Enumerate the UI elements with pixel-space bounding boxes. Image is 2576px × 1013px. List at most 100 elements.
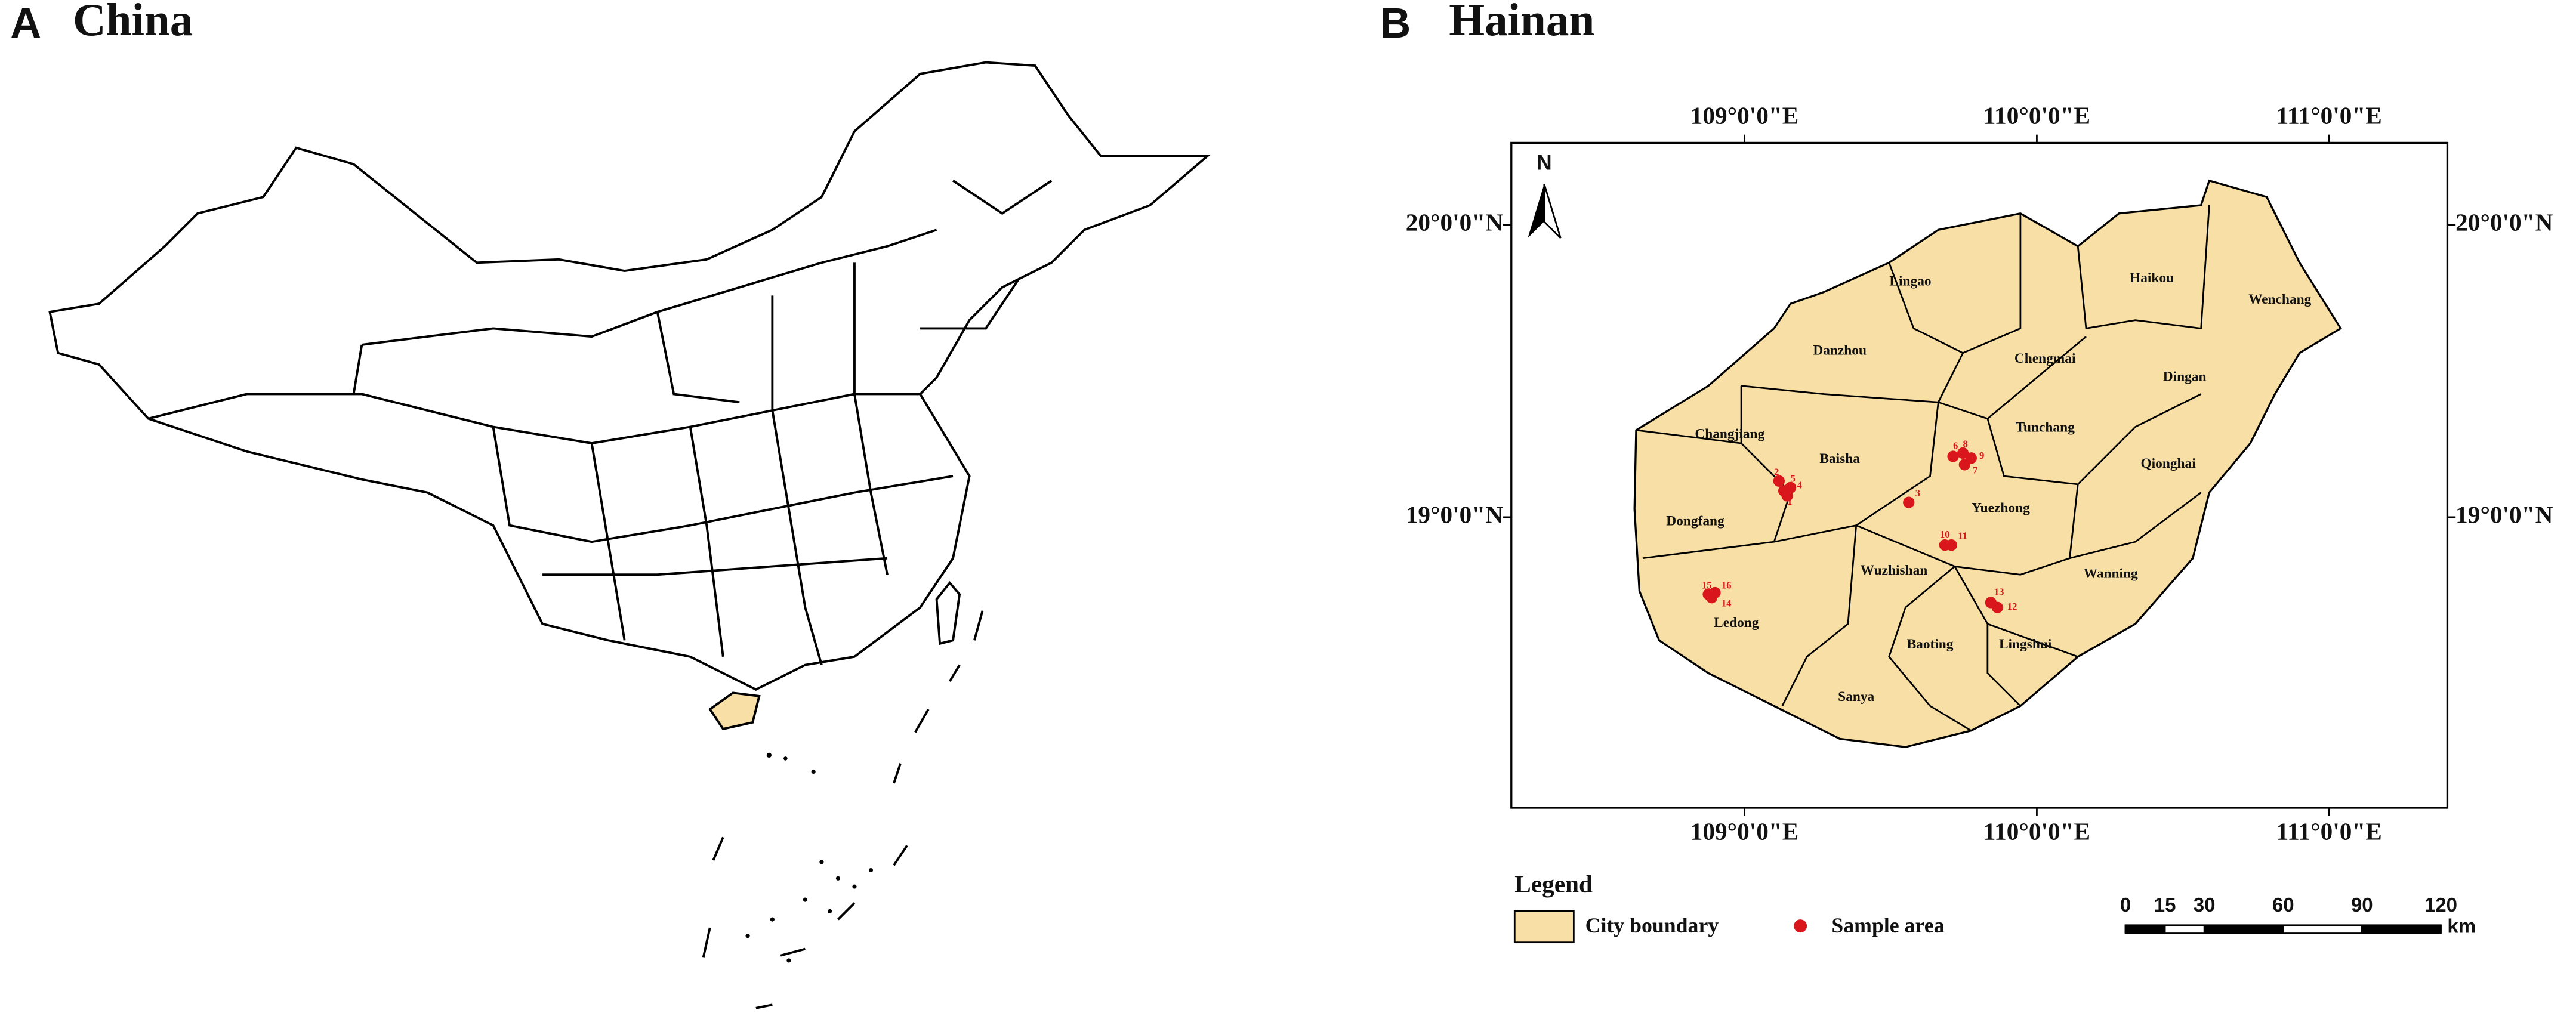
island	[745, 934, 750, 938]
city-label: Wenchang	[2248, 292, 2312, 307]
lat-label: 20°0'0"N	[2455, 208, 2553, 236]
island	[803, 897, 807, 902]
panel-title: China	[73, 0, 193, 45]
north-arrow: N	[1528, 151, 1562, 239]
island	[783, 756, 788, 761]
north-label: N	[1537, 151, 1552, 175]
province-line	[362, 228, 937, 346]
city-line	[1987, 623, 2078, 658]
lon-label: 110°0'0"E	[1983, 102, 2090, 129]
city-line	[2069, 492, 2202, 560]
city-line	[2077, 205, 2210, 330]
scale-tick-label: 90	[2351, 894, 2373, 916]
province-line	[952, 180, 1053, 215]
island	[852, 884, 857, 889]
island	[819, 860, 824, 864]
lon-label: 109°0'0"E	[1690, 102, 1799, 129]
city-line	[1888, 566, 1972, 731]
legend-marker	[1794, 919, 1807, 933]
scale-tick-label: 60	[2272, 894, 2294, 916]
scale-tick-label: 0	[2120, 894, 2131, 916]
sample-label: 13	[1994, 586, 2004, 597]
sample-label: 14	[1722, 598, 1732, 609]
island	[811, 769, 816, 774]
city-label: Qionghai	[2140, 456, 2196, 471]
panel-label: A	[10, 0, 41, 47]
sample-label: 4	[1797, 479, 1802, 490]
lat-label: 19°0'0"N	[2455, 501, 2553, 528]
city-label: Ledong	[1714, 615, 1759, 631]
island	[766, 752, 772, 758]
sample-point	[1947, 450, 1959, 462]
province-line	[542, 557, 888, 576]
sample-point	[1965, 452, 1977, 464]
city-boundaries	[1636, 205, 2210, 731]
islands	[745, 752, 874, 963]
province-line	[656, 311, 740, 404]
lat-label: 19°0'0"N	[1406, 501, 1503, 528]
legend-label: City boundary	[1585, 913, 1719, 937]
scale-tick-label: 15	[2154, 894, 2176, 916]
city-label: Lingshui	[1999, 637, 2052, 652]
lon-label: 111°0'0"E	[2276, 102, 2382, 129]
china-outline	[48, 61, 1211, 691]
island	[868, 867, 874, 873]
hainan-island	[1633, 179, 2342, 748]
sample-label: 6	[1953, 440, 1958, 451]
lon-label: 110°0'0"E	[1983, 817, 2090, 845]
city-label: Dongfang	[1666, 514, 1724, 529]
sample-label: 7	[1973, 465, 1977, 476]
scale-bar-segment	[2204, 925, 2284, 934]
sample-point	[1945, 539, 1957, 551]
hainan-small	[708, 691, 761, 731]
sample-label: 12	[2007, 601, 2017, 612]
island	[770, 917, 775, 922]
city-line	[1781, 525, 1858, 706]
sample-label: 16	[1722, 579, 1732, 591]
island	[835, 876, 841, 881]
sample-point	[1903, 496, 1915, 508]
city-label: Changjiang	[1695, 427, 1764, 442]
legend-title: Legend	[1514, 870, 1593, 898]
city-label: Sanya	[1838, 689, 1874, 705]
lon-label: 111°0'0"E	[2276, 817, 2382, 845]
city-line	[1937, 336, 2087, 420]
city-label: Wuzhishan	[1861, 563, 1928, 578]
sample-label: 3	[1915, 487, 1920, 499]
dashed-boundary	[702, 610, 984, 1009]
taiwan	[935, 580, 961, 646]
island	[828, 909, 832, 913]
scale-bar-segment	[2362, 925, 2441, 934]
city-line	[1636, 429, 1792, 542]
panel-label: B	[1380, 0, 1411, 47]
city-label: Wanning	[2084, 566, 2138, 582]
city-line	[1741, 385, 1939, 403]
sample-label: 11	[1958, 530, 1967, 542]
city-label: Baisha	[1819, 451, 1860, 467]
city-line	[1888, 213, 2022, 354]
sample-point	[1985, 597, 1997, 609]
city-label: Dingan	[2163, 369, 2207, 384]
city-label: Haikou	[2130, 270, 2174, 286]
province-line	[689, 427, 724, 657]
city-label: Chengmai	[2014, 351, 2076, 366]
north-arrow-half	[1528, 184, 1544, 239]
sample-label: 8	[1963, 438, 1968, 450]
city-label: Baoting	[1907, 637, 1954, 652]
city-label: Lingao	[1889, 274, 1931, 289]
city-line	[1856, 484, 2079, 576]
north-arrow-half	[1543, 183, 1562, 239]
province-line	[352, 344, 363, 394]
city-label: Yuezhong	[1972, 501, 2030, 516]
sample-label: 9	[1979, 450, 1984, 461]
city-label: Danzhou	[1813, 342, 1867, 358]
sample-label: 5	[1791, 472, 1796, 484]
city-label: Tunchang	[2016, 420, 2075, 436]
sample-label: 10	[1940, 529, 1950, 540]
city-line	[1954, 566, 2021, 707]
legend-label: Sample area	[1831, 913, 1944, 937]
lon-label: 109°0'0"E	[1690, 817, 1799, 845]
province-line	[920, 278, 1020, 330]
china-map	[48, 61, 1211, 1009]
